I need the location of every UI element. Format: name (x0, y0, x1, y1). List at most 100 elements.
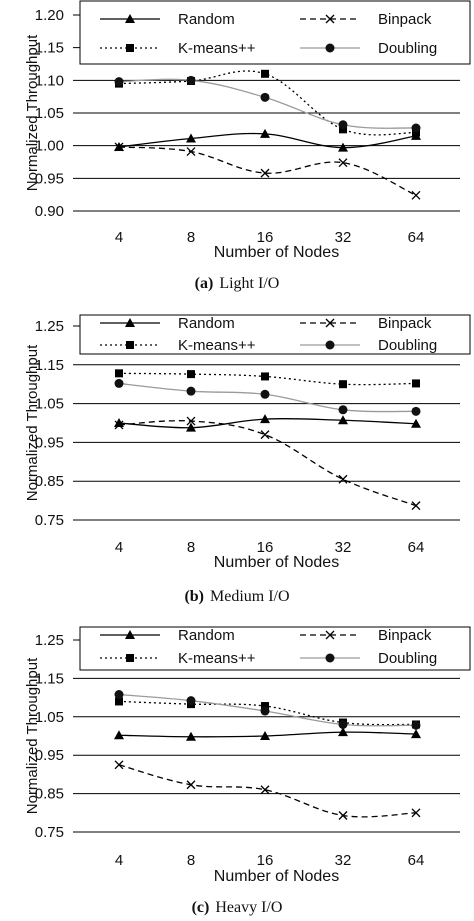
data-point-random (186, 422, 196, 432)
caption-label: (c) (192, 899, 210, 916)
series-random (114, 727, 421, 741)
chart-panel-1: 0.90 0.95 1.00 1.05 1.10 1.15 1.20 4 8 16 32 64 Numb… (24, 0, 471, 292)
x-tick-label: 8 (187, 539, 195, 556)
data-point-binpack (114, 760, 124, 770)
data-point-k-means (339, 125, 347, 134)
legend: Random Binpack K-means++ Doubling (79, 0, 471, 65)
data-point-doubling (338, 120, 348, 130)
y-tick-label: 0.95 (35, 434, 64, 451)
y-tick-label: 1.05 (35, 709, 64, 726)
x-axis-title: Number of Nodes (214, 868, 339, 885)
series-doubling (114, 75, 421, 133)
x-tick-label: 32 (335, 852, 352, 869)
data-point-doubling (114, 378, 124, 388)
legend-label-binpack: Binpack (378, 315, 432, 332)
data-point-random (411, 729, 421, 739)
legend-marker-binpack (325, 14, 335, 24)
x-tick-label: 4 (115, 229, 123, 246)
data-point-random (186, 133, 196, 143)
data-point-binpack (411, 501, 421, 511)
data-point-random (114, 730, 124, 740)
chart-panel-2: 0.75 0.85 0.95 1.05 1.15 1.25 4 8 16 32 64 Number o… (24, 314, 471, 605)
data-point-binpack (114, 142, 124, 152)
legend-label-k-means: K-means++ (178, 40, 256, 57)
figure-caption: (b) Medium I/O (184, 588, 289, 605)
legend: Random Binpack K-means++ Doubling (79, 626, 471, 671)
data-point-random (338, 727, 348, 737)
x-tick-label: 16 (257, 229, 274, 246)
data-point-random (260, 414, 270, 424)
x-tick-label: 64 (408, 539, 425, 556)
legend-marker-doubling (325, 43, 335, 53)
data-point-k-means (261, 702, 269, 711)
data-point-doubling (260, 389, 270, 399)
data-point-random (338, 142, 348, 152)
series-line-binpack (118, 146, 417, 196)
x-tick-label: 4 (115, 539, 123, 556)
data-point-k-means (339, 380, 347, 389)
legend-label-k-means: K-means++ (178, 650, 256, 667)
x-tick-label: 32 (335, 539, 352, 556)
data-point-binpack (186, 416, 196, 426)
series-binpack (114, 142, 421, 200)
y-tick-label: 0.90 (35, 203, 64, 220)
data-point-doubling (260, 706, 270, 716)
data-point-k-means (412, 128, 420, 137)
y-tick-label: 1.15 (35, 670, 64, 687)
y-axis-title: Normalized Throughput (24, 34, 41, 191)
data-point-random (186, 731, 196, 741)
x-tick-label: 8 (187, 229, 195, 246)
data-point-binpack (411, 808, 421, 818)
data-point-doubling (411, 406, 421, 416)
data-point-doubling (114, 77, 124, 87)
data-point-binpack (260, 168, 270, 178)
series-doubling (114, 690, 421, 730)
legend: Random Binpack K-means++ Doubling (79, 314, 471, 355)
legend-label-k-means: K-means++ (178, 337, 256, 354)
data-point-binpack (260, 785, 270, 795)
y-tick-label: 1.25 (35, 632, 64, 649)
legend-marker-k-means (126, 654, 134, 662)
y-tick-label: 1.25 (35, 318, 64, 335)
data-point-binpack (114, 420, 124, 430)
figure-caption: (c) Heavy I/O (192, 899, 283, 916)
data-point-doubling (260, 92, 270, 102)
data-point-doubling (338, 405, 348, 415)
chart-panel-3: 0.75 0.85 0.95 1.05 1.15 1.25 4 8 16 32 64 Number o… (24, 626, 471, 916)
series-random (114, 414, 421, 432)
figure-caption: (a) Light I/O (195, 275, 280, 292)
series-line-binpack (118, 420, 417, 507)
legend-marker-random (125, 14, 135, 23)
series-line-doubling (118, 78, 417, 129)
data-point-doubling (186, 386, 196, 396)
data-point-k-means (187, 370, 195, 379)
x-axis-title: Number of Nodes (214, 244, 339, 261)
x-tick-label: 4 (115, 852, 123, 869)
legend-marker-random (125, 630, 135, 639)
data-point-binpack (338, 158, 348, 168)
data-point-random (260, 128, 270, 138)
legend-marker-doubling (325, 653, 335, 663)
series-line-binpack (118, 764, 417, 818)
y-axis-title: Normalized Throughput (24, 344, 41, 501)
x-tick-label: 16 (257, 539, 274, 556)
caption-text: Medium I/O (210, 588, 290, 605)
series-doubling (114, 378, 421, 416)
data-point-binpack (186, 147, 196, 157)
data-point-binpack (260, 430, 270, 440)
data-point-k-means (412, 379, 420, 388)
data-point-binpack (186, 780, 196, 790)
x-tick-label: 64 (408, 852, 425, 869)
y-tick-label: 0.75 (35, 512, 64, 529)
legend-label-binpack: Binpack (378, 627, 432, 644)
data-point-k-means (261, 372, 269, 381)
caption-label: (b) (184, 588, 204, 605)
x-tick-label: 8 (187, 852, 195, 869)
legend-label-doubling: Doubling (378, 337, 437, 354)
legend-box (79, 626, 471, 671)
x-axis-title: Number of Nodes (214, 554, 339, 571)
caption-label: (a) (195, 275, 214, 292)
caption-text: Heavy I/O (215, 899, 282, 916)
series-line-k-means (118, 70, 417, 136)
